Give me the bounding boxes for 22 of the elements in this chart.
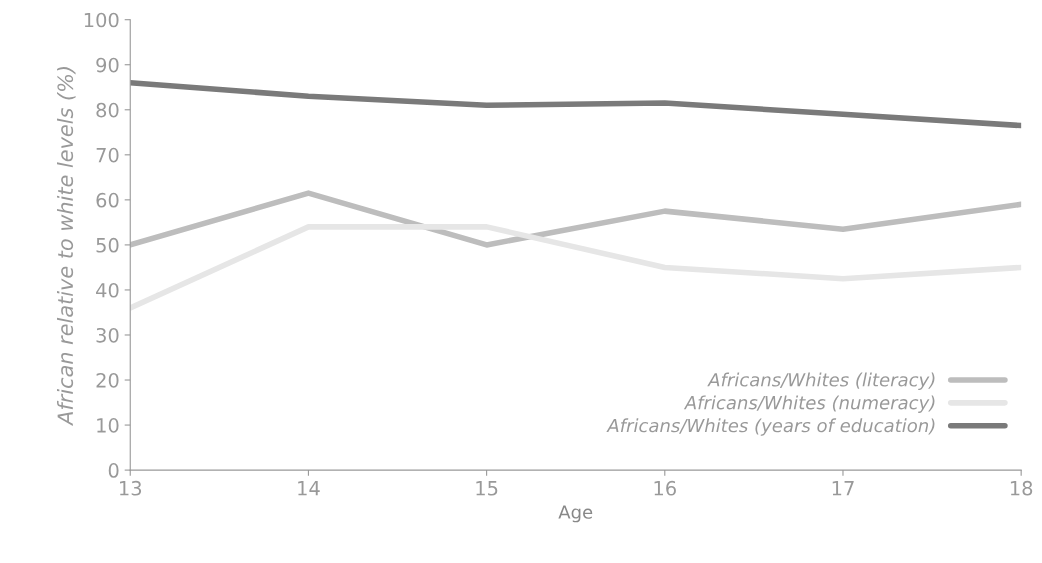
x-tick-label: 13 <box>120 480 142 496</box>
x-tick-label: 18 <box>1010 480 1033 496</box>
y-tick-label: 50 <box>96 237 119 253</box>
y-tick-label: 60 <box>96 192 119 208</box>
y-tick-label: 40 <box>96 282 119 298</box>
y-tick-label: 70 <box>96 147 119 163</box>
x-axis-title: Age <box>558 505 593 523</box>
y-tick-label: 30 <box>96 327 119 343</box>
legend-label: Africans/Whites (literacy) <box>707 372 935 391</box>
y-tick-label: 0 <box>108 463 119 478</box>
y-axis-title: African relative to white levels (%) <box>57 67 76 426</box>
x-tick-label: 17 <box>832 481 854 496</box>
y-tick-label: 100 <box>84 12 119 28</box>
y-tick-label: 90 <box>96 57 119 73</box>
x-tick-label: 15 <box>476 481 498 496</box>
legend-label: Africans/Whites (numeracy) <box>683 395 935 413</box>
legend-label: Africans/Whites (years of education) <box>606 418 935 436</box>
x-tick-label: 16 <box>654 480 676 496</box>
y-tick-label: 10 <box>97 418 119 433</box>
x-tick-label: 14 <box>298 481 320 496</box>
y-tick-label: 20 <box>96 372 119 388</box>
y-tick-label: 80 <box>96 102 119 118</box>
